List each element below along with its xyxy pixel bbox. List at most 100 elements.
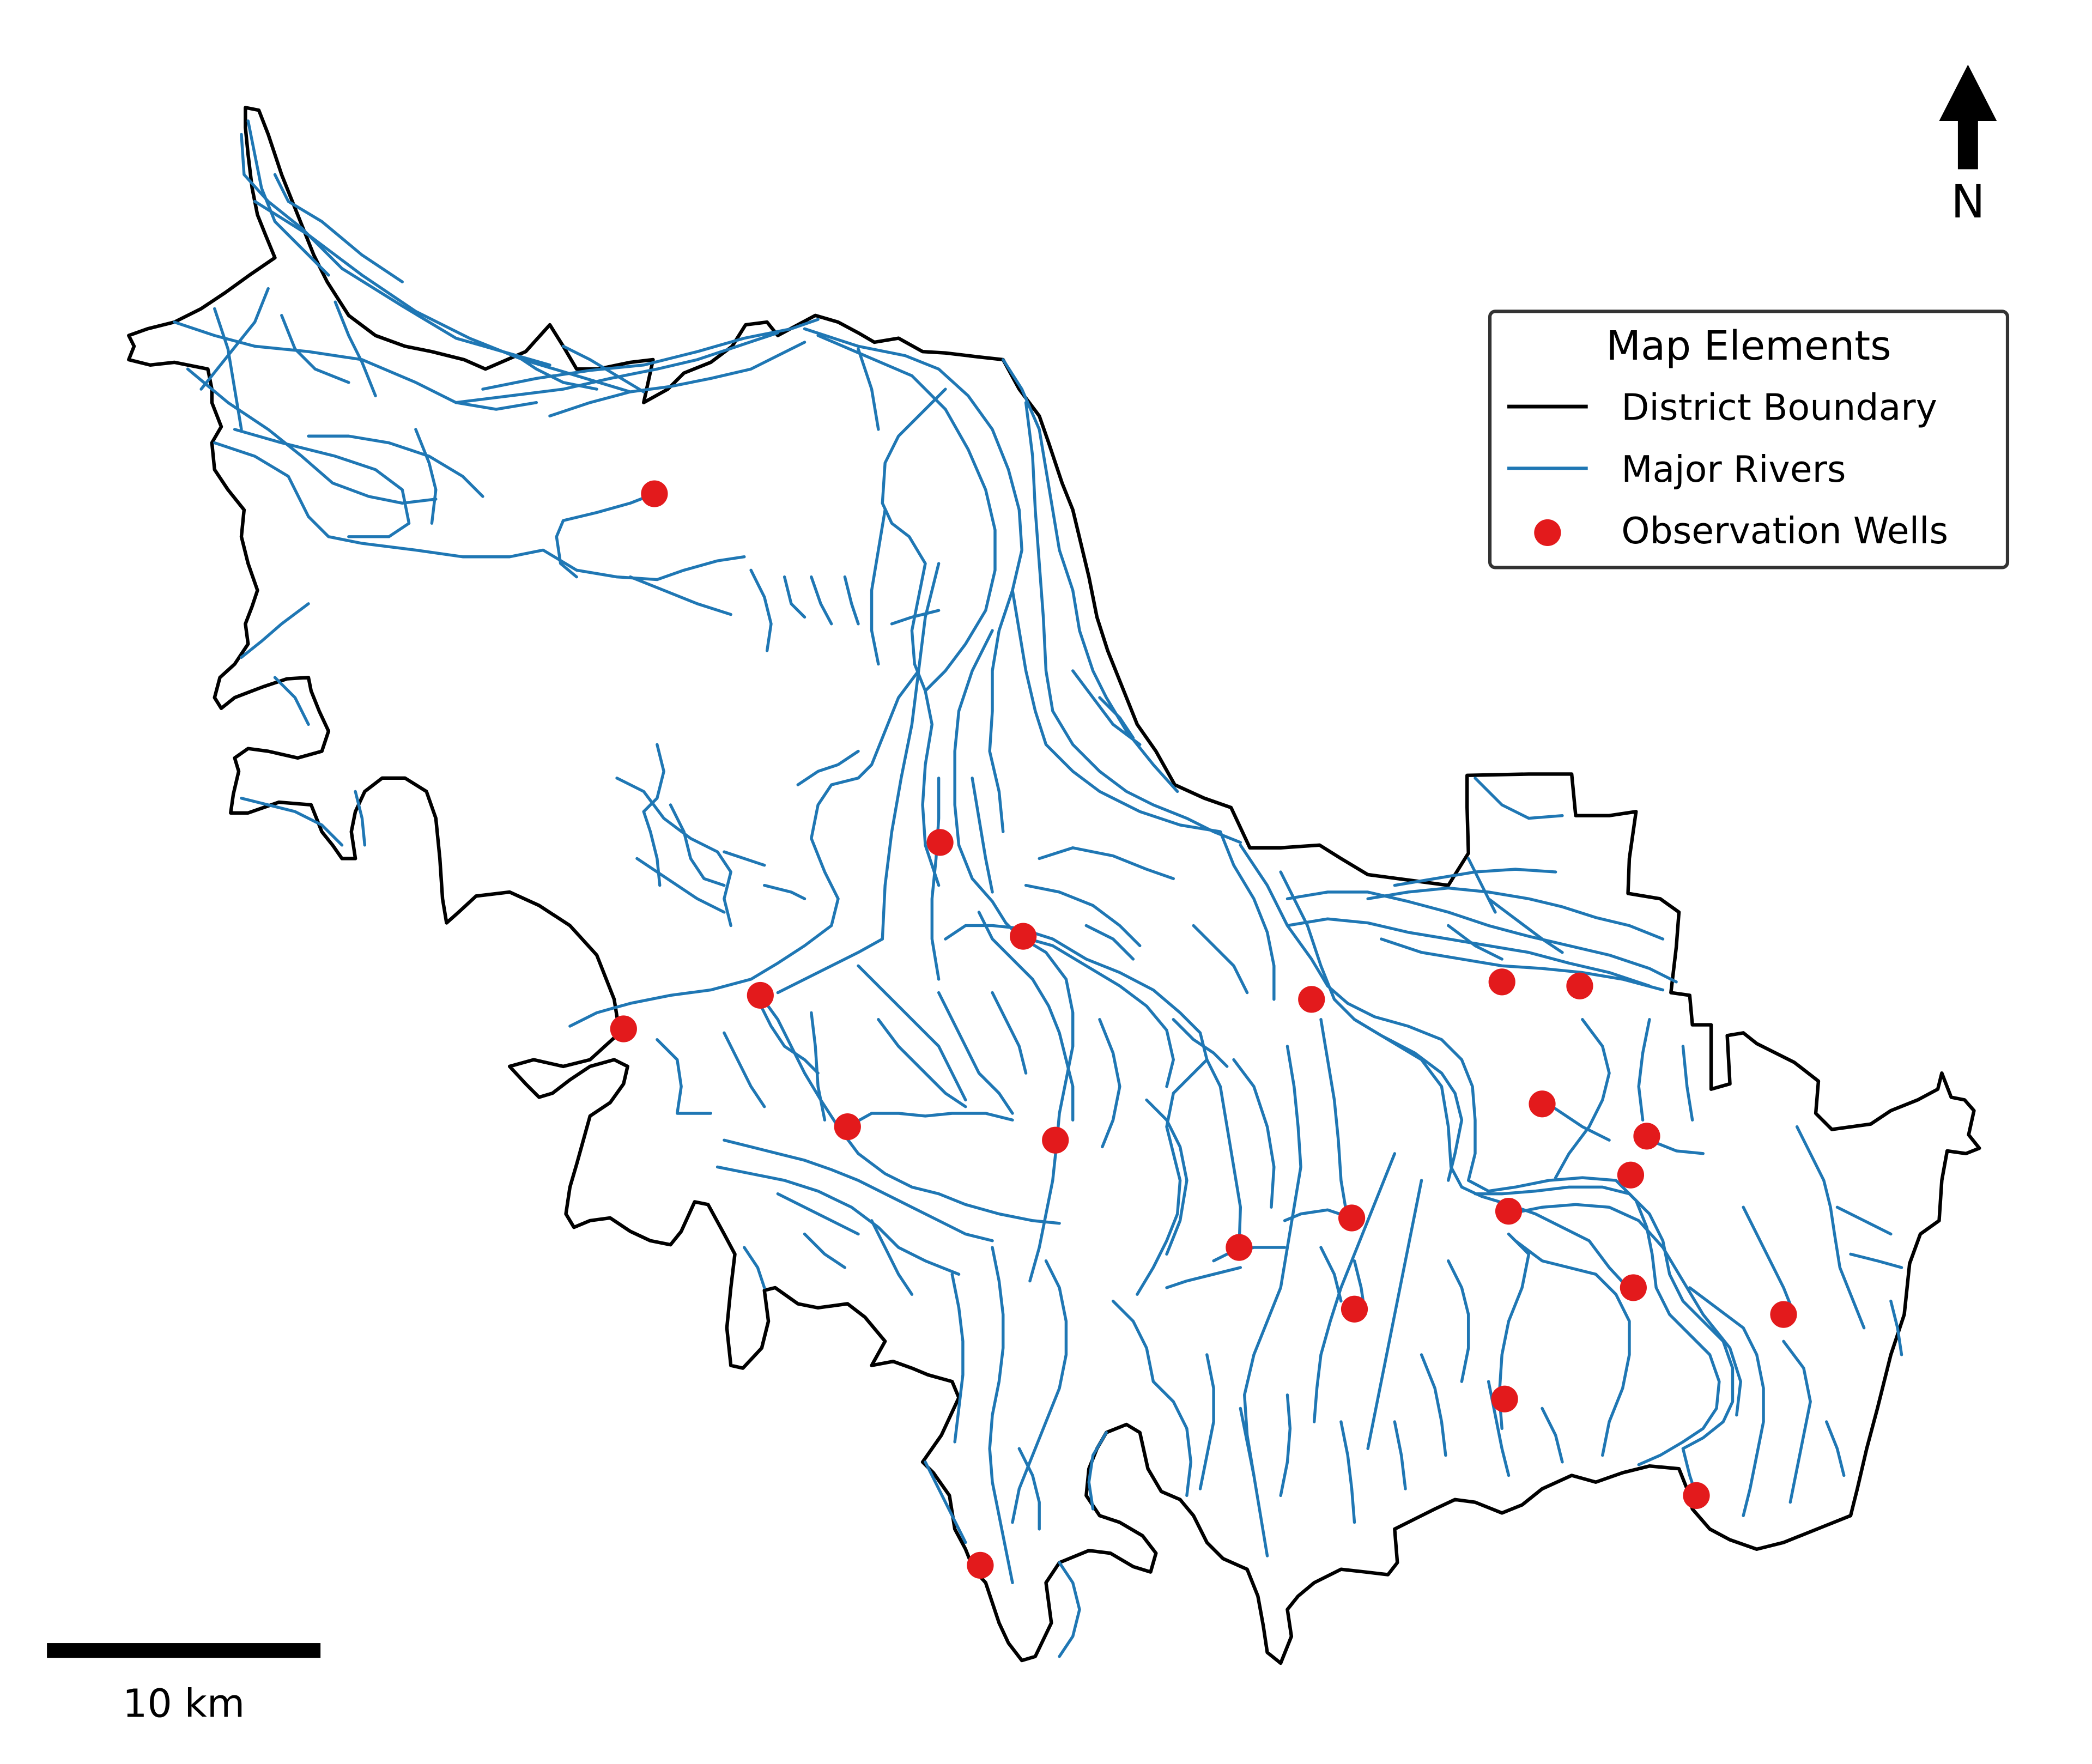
river-segment: [1487, 897, 1564, 954]
river-segment: [783, 575, 807, 619]
river-segment: [1541, 1407, 1564, 1464]
river-segment: [1474, 777, 1564, 820]
river-segment: [857, 964, 967, 1102]
river-segment: [240, 602, 310, 659]
river-segment: [1038, 846, 1175, 881]
river-segment: [991, 991, 1028, 1075]
river-segment: [924, 1460, 967, 1544]
river-segment: [1514, 1239, 1631, 1457]
river-segment: [1319, 1246, 1343, 1303]
river-segment: [568, 669, 920, 1028]
river-segment: [1098, 696, 1135, 739]
river-segment: [1285, 890, 1678, 984]
north-arrow-icon: [1939, 64, 1997, 169]
river-segment: [749, 568, 773, 652]
observation-well: [1298, 986, 1325, 1013]
river-segment: [233, 428, 411, 538]
river-segment: [1366, 886, 1665, 941]
river-segment: [555, 492, 656, 579]
river-segment: [870, 508, 887, 666]
observation-well: [1770, 1301, 1797, 1328]
legend-box: [1488, 310, 2010, 569]
river-segment: [1782, 1339, 1812, 1504]
river-segment: [1024, 883, 1142, 948]
river-segment: [1017, 1447, 1041, 1531]
river-segment: [1466, 857, 1497, 914]
river-segment: [1312, 1152, 1397, 1423]
river-segment: [1688, 1286, 1765, 1517]
river-segment: [796, 749, 860, 786]
river-segment: [1002, 358, 1179, 793]
river-segment: [1681, 1045, 1694, 1122]
river-segment: [1145, 1098, 1189, 1256]
river-segment: [246, 119, 330, 277]
river-segment: [988, 1246, 1014, 1585]
river-segment: [1889, 1299, 1903, 1356]
river-segment: [803, 327, 1023, 833]
observation-well: [1620, 1274, 1647, 1301]
river-segment: [1420, 1353, 1447, 1457]
observation-well: [610, 1015, 637, 1042]
observation-well: [967, 1551, 994, 1579]
observation-well: [926, 829, 954, 856]
observation-well: [1566, 972, 1593, 999]
river-segment: [454, 331, 780, 404]
river-segment: [810, 1011, 827, 1122]
observation-well: [1010, 923, 1037, 950]
observation-well: [1338, 1204, 1366, 1232]
river-segment: [1198, 1353, 1215, 1490]
observation-well: [834, 1113, 861, 1141]
river-segment: [953, 629, 1021, 938]
river-segment: [354, 790, 367, 847]
river-segment: [414, 428, 438, 525]
river-segment: [1239, 1407, 1256, 1477]
river-segment: [514, 354, 598, 391]
observation-well: [1529, 1090, 1556, 1118]
river-segment: [723, 1031, 766, 1108]
river-segment: [615, 777, 732, 928]
river-segment: [776, 1192, 860, 1236]
river-segment: [950, 1272, 965, 1444]
river-segment: [273, 676, 310, 726]
river-segment: [1087, 1430, 1108, 1511]
river-segment: [1380, 937, 1665, 992]
river-segment: [715, 1165, 961, 1276]
river-segment: [1366, 1179, 1423, 1450]
river-segment: [240, 796, 344, 847]
river-segment: [723, 850, 766, 867]
river-segment: [846, 1112, 1014, 1129]
legend-item-label: Observation Wells: [1621, 510, 1948, 552]
legend-item-label: District Boundary: [1621, 386, 1937, 429]
river-segment: [1637, 1018, 1651, 1122]
river-segment: [186, 367, 438, 505]
river-segment: [1849, 1252, 1903, 1269]
scale-bar: 10 km: [47, 1643, 321, 1726]
river-segment: [776, 937, 884, 995]
river-segment: [1165, 1266, 1242, 1289]
river-segment: [1795, 1125, 1866, 1330]
river-segment: [816, 334, 997, 693]
river-segment: [307, 434, 484, 498]
river-segment: [877, 1018, 967, 1108]
river-segment: [1742, 1205, 1796, 1316]
river-segment: [240, 132, 551, 367]
river-segment: [1192, 924, 1249, 995]
legend-item-label: Major Rivers: [1621, 448, 1846, 490]
river-segment: [870, 1219, 914, 1296]
north-arrow: N: [1939, 64, 1997, 228]
river-segment: [1151, 1380, 1192, 1498]
river-segment: [1825, 1420, 1846, 1477]
river-segment: [1218, 830, 1276, 1001]
observation-well: [1341, 1295, 1368, 1323]
river-segment: [723, 1138, 994, 1242]
river-segment: [857, 347, 880, 431]
river-segment: [763, 883, 807, 900]
river-segment: [971, 777, 994, 894]
observation-well: [1633, 1123, 1660, 1150]
river-segment: [1011, 589, 1222, 833]
observation-well: [1491, 1385, 1518, 1413]
river-segment: [803, 1232, 847, 1269]
river-segment: [890, 609, 941, 626]
river-segment: [1111, 1299, 1155, 1383]
